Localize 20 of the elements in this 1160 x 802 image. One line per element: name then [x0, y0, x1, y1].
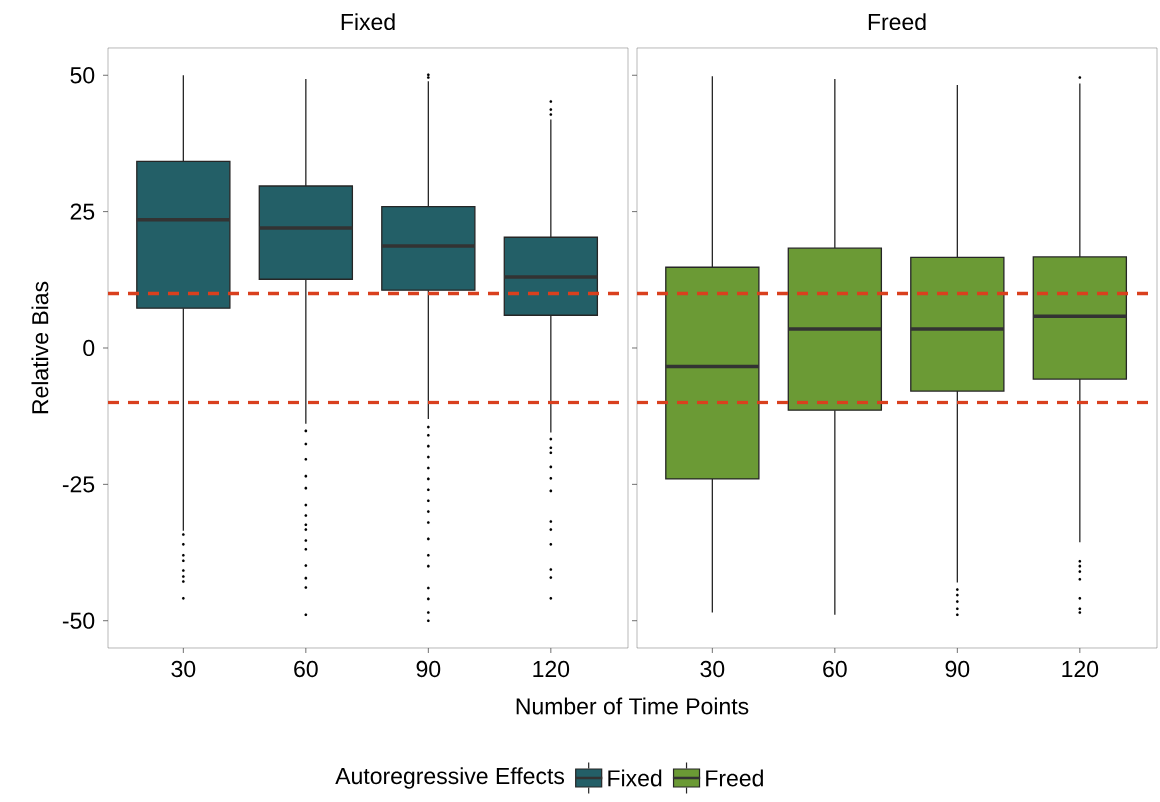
y-tick-label: -25 — [62, 476, 95, 493]
x-tick-label: 90 — [416, 660, 441, 678]
x-tick-label: 30 — [171, 660, 196, 678]
y-tick-label: 25 — [70, 203, 95, 220]
y-tick-label: 0 — [83, 339, 95, 357]
y-tick-label: -50 — [62, 612, 95, 629]
legend-title: Autoregressive Effects — [335, 767, 565, 789]
x-axis-title: Number of Time Points — [516, 697, 749, 715]
y-tick-label: 50 — [70, 67, 95, 84]
legend-label: Fixed — [608, 769, 662, 787]
x-tick-label: 120 — [533, 660, 570, 678]
x-tick-label: 30 — [700, 660, 725, 678]
x-tick-label: 60 — [823, 660, 847, 678]
y-axis-title: Relative Bias — [31, 281, 49, 414]
x-tick-label: 90 — [945, 660, 970, 678]
chart-title: Fixed — [341, 13, 395, 31]
legend-label: Freed — [706, 769, 763, 787]
x-tick-label: 120 — [1062, 660, 1099, 678]
chart-title: Freed — [868, 13, 926, 31]
x-tick-label: 60 — [294, 660, 318, 678]
